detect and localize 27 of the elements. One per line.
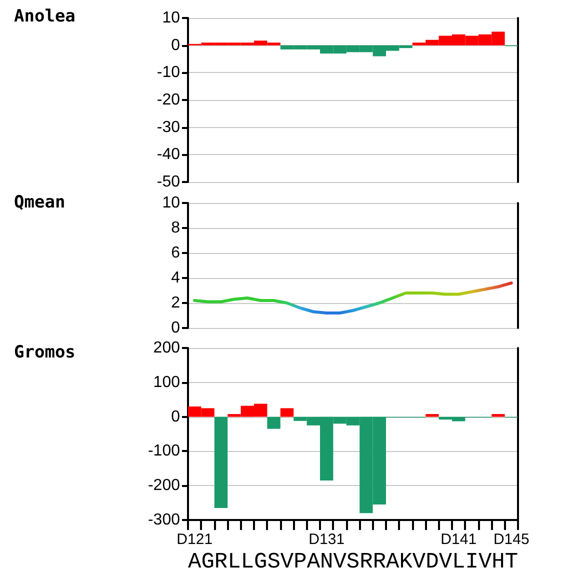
y-tick-label: -20 — [156, 92, 180, 108]
y-tick-label: 0 — [171, 320, 180, 336]
y-tick-label: 10 — [162, 10, 180, 26]
text: AGRLLGSVPANVSRRAKVDVLIVHT — [188, 550, 518, 574]
y-tick-label: 8 — [171, 220, 180, 236]
y-tick-label: 0 — [171, 36, 180, 54]
x-tick-label: D141 — [440, 531, 477, 548]
y-tick-label: -40 — [156, 146, 180, 164]
x-tick-label: D131 — [308, 531, 345, 548]
x-tick-label: D121 — [176, 531, 213, 548]
text: Gromos — [14, 342, 76, 362]
y-tick-label: -50 — [156, 174, 180, 190]
y-tick-label: 200 — [153, 340, 180, 356]
y-tick-label: -300 — [148, 512, 180, 528]
y-tick-label: 0 — [171, 408, 180, 426]
y-tick-label: -200 — [148, 477, 180, 494]
text: Qmean — [14, 192, 66, 212]
y-tick-label: -10 — [156, 64, 180, 82]
y-tick-label: 6 — [171, 244, 180, 262]
y-tick-label: 4 — [171, 270, 180, 286]
x-tick-label: D145 — [493, 531, 530, 548]
y-tick-label: 2 — [171, 294, 180, 312]
y-tick-label: 100 — [153, 374, 180, 391]
text: Anolea — [14, 6, 76, 26]
y-tick-label: -30 — [156, 118, 180, 136]
y-tick-label: 10 — [162, 194, 180, 212]
y-tick-label: -100 — [148, 442, 180, 460]
